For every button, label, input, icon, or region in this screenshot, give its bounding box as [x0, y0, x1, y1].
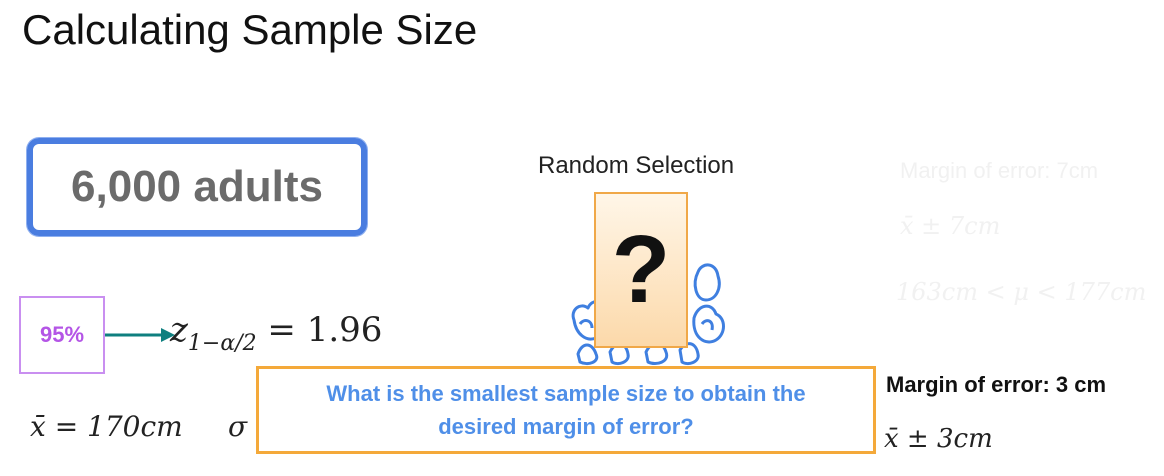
random-selection-label: Random Selection	[538, 152, 735, 179]
question-mark: ?	[611, 216, 671, 323]
z-symbol: z	[170, 310, 188, 350]
sample-mean-expression: x̄ = 170cm	[30, 410, 183, 443]
z-subscript: 1−α/2	[187, 331, 257, 356]
confidence-box: 95%	[19, 296, 105, 374]
question-line-2: desired margin of error?	[438, 414, 694, 439]
sigma-symbol: σ	[228, 410, 248, 443]
z-value: = 1.96	[256, 310, 383, 350]
faded-interval-7: x̄ ± 7cm	[900, 212, 1001, 240]
question-line-1: What is the smallest sample size to obta…	[326, 381, 806, 406]
confidence-label: 95%	[39, 322, 85, 347]
right-arrow-icon	[105, 328, 175, 342]
margin-of-error-3-label: Margin of error: 3 cm	[886, 372, 1107, 397]
sample-card: ?	[594, 192, 688, 348]
population-label: 6,000 adults	[71, 162, 323, 211]
interval-3-expression: x̄ ± 3cm	[884, 424, 993, 454]
z-score-expression: z1−α/2 = 1.96	[170, 310, 383, 356]
population-box: 6,000 adults	[27, 138, 367, 236]
faded-margin-of-error-7: Margin of error: 7cm	[900, 158, 1099, 183]
question-callout: What is the smallest sample size to obta…	[256, 366, 876, 454]
slide-title: Calculating Sample Size	[22, 6, 478, 53]
faded-confidence-interval-7: 163cm < μ < 177cm	[896, 278, 1147, 306]
